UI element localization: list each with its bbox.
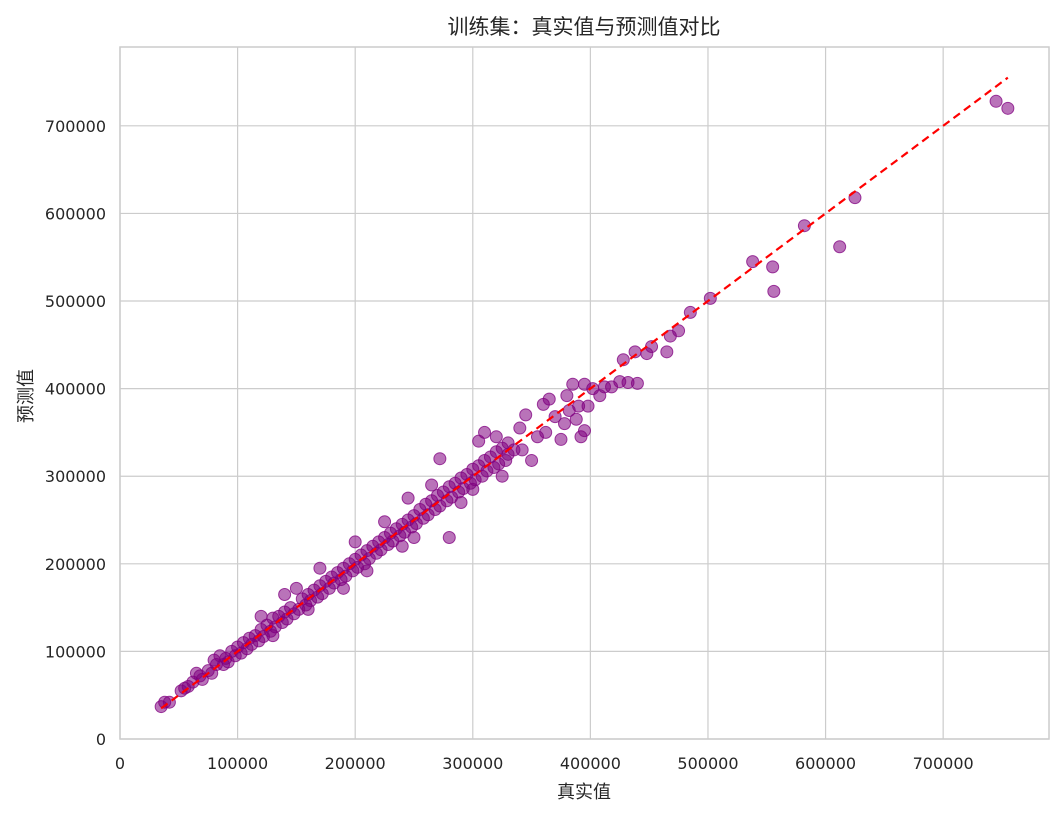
data-point	[407, 531, 421, 545]
y-tick-labels: 0 100000 200000 300000 400000 500000 600000 700…	[45, 117, 106, 749]
y-tick-label: 600000	[45, 204, 106, 223]
data-point	[466, 482, 480, 496]
data-point	[630, 376, 644, 390]
data-point	[278, 587, 292, 601]
data-point	[378, 515, 392, 529]
x-tick-label: 0	[115, 754, 125, 773]
data-point	[336, 581, 350, 595]
y-tick-label: 100000	[45, 642, 106, 661]
data-points	[154, 94, 1015, 714]
data-point	[581, 399, 595, 413]
data-point	[513, 421, 527, 435]
data-point	[989, 94, 1003, 108]
x-tick-label: 500000	[677, 754, 738, 773]
y-tick-label: 0	[96, 730, 106, 749]
data-point	[566, 377, 580, 391]
data-point	[360, 564, 374, 578]
data-point	[525, 453, 539, 467]
data-point	[401, 491, 415, 505]
data-point	[442, 531, 456, 545]
data-point	[301, 602, 315, 616]
data-point	[554, 432, 568, 446]
data-point	[660, 345, 674, 359]
y-tick-label: 700000	[45, 117, 106, 136]
reference-line	[160, 76, 1009, 710]
data-point	[348, 535, 362, 549]
y-axis-label: 预测值	[16, 369, 37, 423]
data-point	[515, 443, 529, 457]
data-point	[254, 609, 268, 623]
data-point	[266, 629, 280, 643]
x-tick-label: 700000	[913, 754, 974, 773]
data-point	[558, 417, 572, 431]
data-point	[433, 452, 447, 466]
data-point	[425, 478, 439, 492]
data-point	[766, 260, 780, 274]
data-point	[833, 240, 847, 254]
x-axis-label: 真实值	[557, 782, 611, 803]
data-point	[569, 412, 583, 426]
x-tick-label: 200000	[325, 754, 386, 773]
x-tick-labels: 0 100000 200000 300000 400000 500000 600000 700…	[115, 754, 974, 773]
x-tick-label: 100000	[207, 754, 268, 773]
y-tick-label: 400000	[45, 380, 106, 399]
x-tick-label: 400000	[560, 754, 621, 773]
data-point	[767, 284, 781, 298]
data-point	[489, 430, 503, 444]
data-point	[454, 495, 468, 509]
data-point	[519, 408, 533, 422]
y-tick-label: 200000	[45, 555, 106, 574]
y-tick-label: 500000	[45, 292, 106, 311]
data-point	[560, 389, 574, 403]
data-point	[672, 324, 686, 338]
data-point	[478, 425, 492, 439]
data-point	[542, 392, 556, 406]
chart-title: 训练集：真实值与预测值对比	[448, 15, 721, 39]
data-point	[1001, 101, 1015, 115]
x-tick-label: 300000	[442, 754, 503, 773]
x-tick-label: 600000	[795, 754, 856, 773]
data-point	[578, 424, 591, 438]
data-point	[539, 425, 553, 439]
y-tick-label: 300000	[45, 467, 106, 486]
data-point	[313, 561, 327, 575]
data-point	[395, 539, 409, 553]
data-point	[289, 581, 303, 595]
data-point	[495, 469, 509, 483]
plot-frame	[119, 46, 1050, 740]
